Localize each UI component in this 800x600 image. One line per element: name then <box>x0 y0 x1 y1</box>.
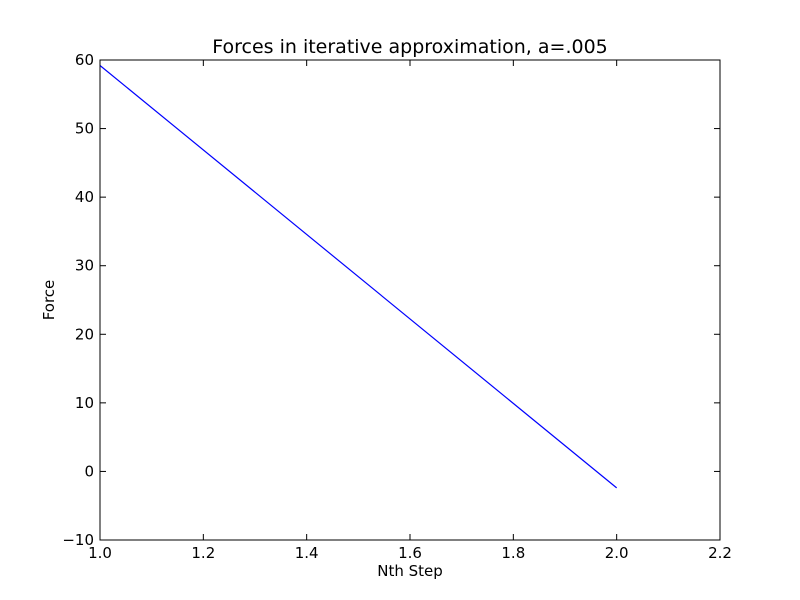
chart-title: Forces in iterative approximation, a=.00… <box>212 36 608 58</box>
x-tick-label: 1.8 <box>501 544 525 562</box>
x-tick-label: 1.6 <box>398 544 422 562</box>
x-axis-label: Nth Step <box>377 562 443 580</box>
series-line <box>99 65 618 489</box>
y-tick-label: 30 <box>75 257 94 275</box>
y-tick-label: 60 <box>75 51 94 69</box>
y-tick-label: 40 <box>75 188 94 206</box>
tick-layer: 1.0 1.2 1.4 1.6 1.8 2.0 2.2 −10 0 10 20 30 40 50 60 <box>62 51 732 562</box>
y-tick-label: 10 <box>75 394 94 412</box>
x-tick-label: 2.2 <box>708 544 732 562</box>
y-tick-label: 20 <box>75 325 94 343</box>
series-layer <box>99 65 618 489</box>
x-tick-label: 2.0 <box>605 544 629 562</box>
y-axis-label: Force <box>40 280 58 321</box>
y-tick-label: −10 <box>62 531 94 549</box>
x-tick-label: 1.4 <box>295 544 319 562</box>
x-tick-label: 1.2 <box>191 544 215 562</box>
x-tick-label: 1.0 <box>88 544 112 562</box>
y-tick-label: 50 <box>75 120 94 138</box>
y-tick-label: 0 <box>84 462 94 480</box>
plot-area <box>99 59 721 541</box>
